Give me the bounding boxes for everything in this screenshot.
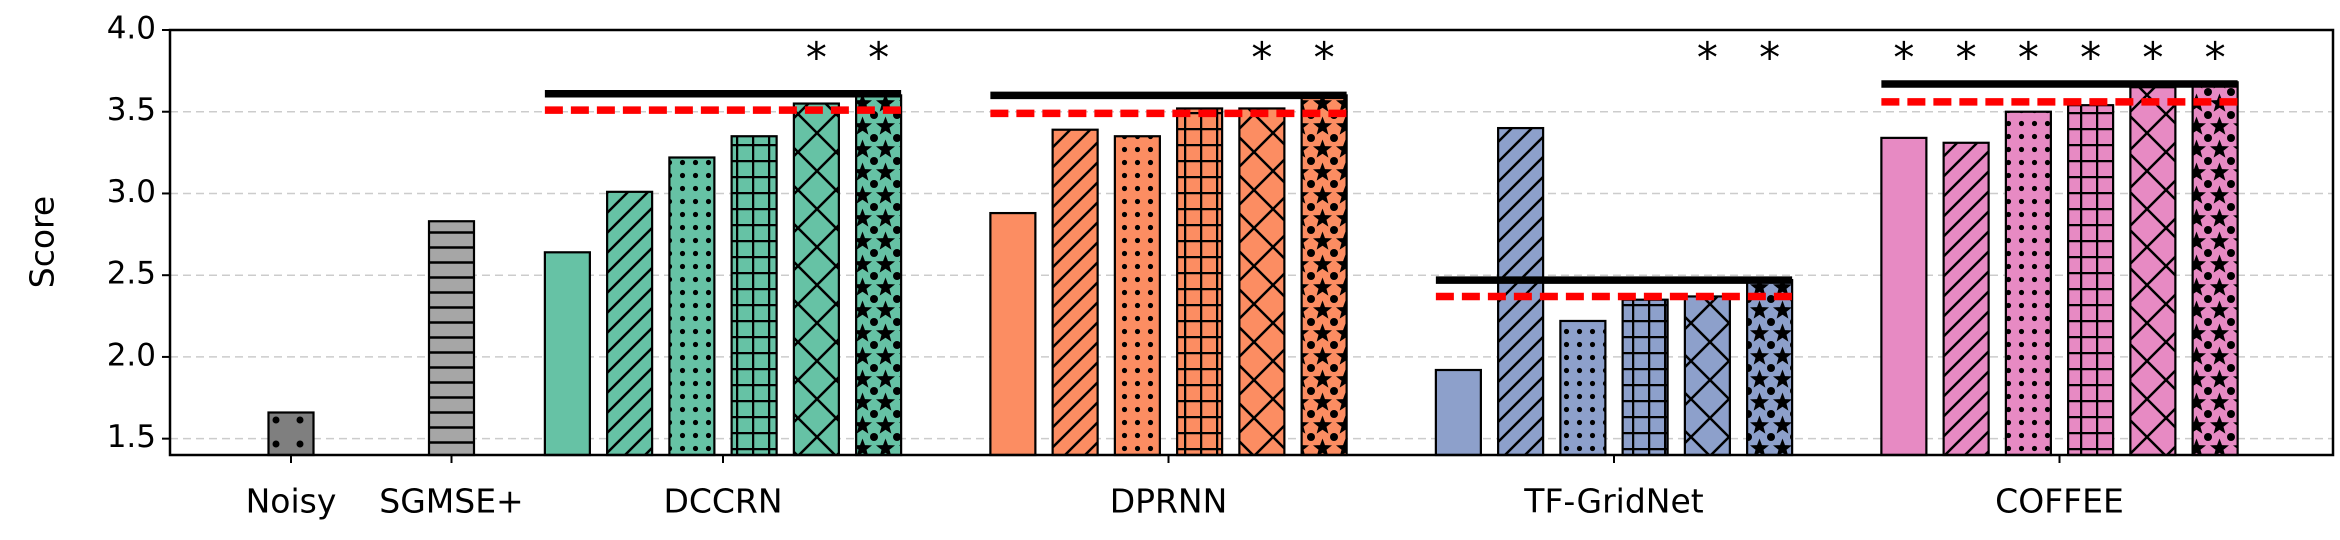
significance-marker: * [868,33,889,82]
x-tick-label: COFFEE [1995,482,2124,521]
bar [2004,110,2052,457]
significance-marker: * [1251,33,1272,82]
significance-marker: * [1314,33,1335,82]
bar [1113,135,1161,457]
x-tick-label: Noisy [246,482,337,521]
x-tick-label: SGMSE+ [379,482,523,521]
bar [1880,136,1928,457]
bar [2191,81,2239,457]
x-tick-label: DPRNN [1110,482,1228,521]
bar [543,251,591,457]
x-tick-label: TF-GridNet [1523,482,1703,521]
bar [1942,141,1990,457]
significance-marker: * [1956,33,1977,82]
bar [1497,126,1545,457]
bar [792,102,840,457]
plot-frame [168,28,2335,457]
bar [1559,319,1607,457]
bar [855,94,903,457]
x-tick-label: DCCRN [663,482,782,521]
y-tick-label: 2.0 [107,337,156,373]
bar [1683,295,1731,457]
bar [1746,278,1794,457]
significance-marker: * [1697,33,1718,82]
bar [1176,107,1224,457]
y-tick-label: 4.0 [107,11,156,47]
bar [1300,94,1348,457]
bar [427,220,476,457]
significance-marker: * [1759,33,1780,82]
significance-marker: * [806,33,827,82]
significance-marker: * [2142,33,2163,82]
bar [1238,107,1286,457]
y-tick-label: 3.5 [107,92,156,128]
significance-marker: * [2205,33,2226,82]
y-tick-label: 2.5 [107,256,156,292]
significance-marker: * [2080,33,2101,82]
y-tick-label: 3.0 [107,174,156,210]
bar [1434,368,1482,457]
y-axis-label: Score [23,196,62,288]
significance-marker: * [2018,33,2039,82]
bar [267,411,315,457]
bar [2067,104,2115,457]
bar [1051,128,1099,457]
y-tick-label: 1.5 [107,419,156,455]
bar [730,135,778,457]
bar [2129,86,2177,457]
bar [989,211,1037,457]
bar [1621,298,1669,457]
bar [606,190,654,457]
significance-marker: * [1893,33,1914,82]
bar [668,156,716,457]
